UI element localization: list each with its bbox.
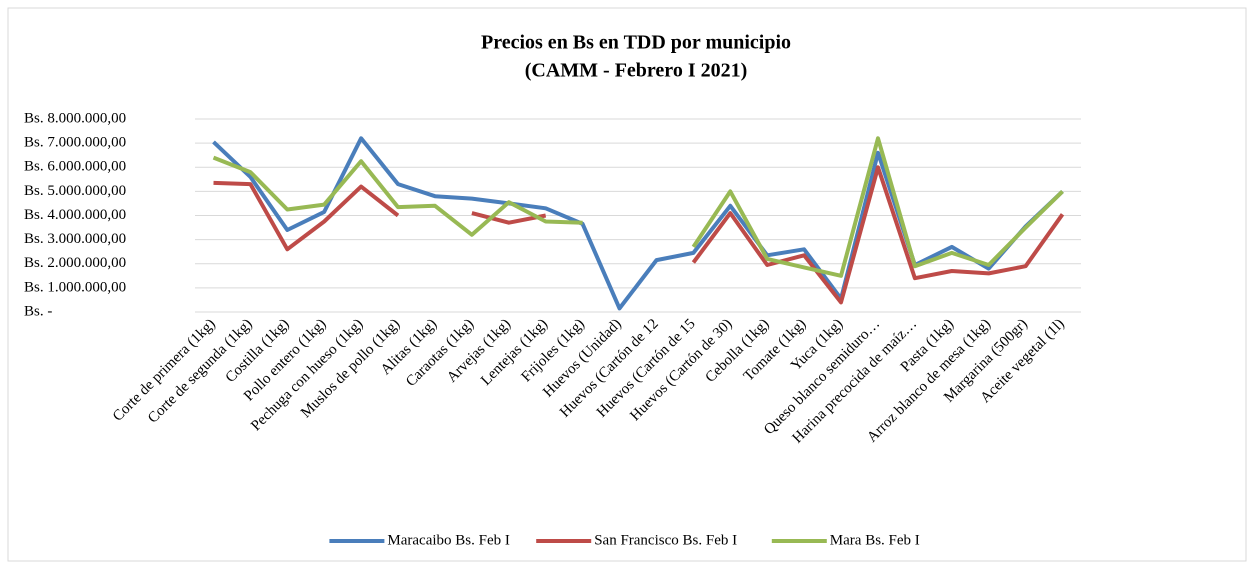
chart-title: Precios en Bs en TDD por municipio	[481, 32, 791, 54]
y-tick-label: Bs. 5.000.000,00	[24, 183, 126, 199]
legend-label: San Francisco Bs. Feb I	[594, 532, 737, 548]
chart-border	[7, 7, 1247, 562]
y-tick-label: Bs. 8.000.000,00	[24, 110, 126, 126]
legend-label: Mara Bs. Feb I	[830, 532, 920, 548]
chart-subtitle: (CAMM - Febrero I 2021)	[525, 60, 748, 82]
y-tick-label: Bs. 1.000.000,00	[24, 279, 126, 295]
series-line	[212, 136, 1064, 278]
series-line	[213, 165, 1065, 305]
y-tick-label: Bs. 2.000.000,00	[24, 255, 126, 271]
y-tick-label: Bs. 6.000.000,00	[24, 159, 126, 175]
y-tick-label: Bs. 7.000.000,00	[24, 135, 126, 151]
legend-label: Maracaibo Bs. Feb I	[387, 532, 509, 548]
y-tick-label: Bs. 4.000.000,00	[24, 207, 126, 223]
y-tick-label: Bs. 3.000.000,00	[24, 231, 126, 247]
y-tick-label: Bs. -	[24, 303, 52, 319]
